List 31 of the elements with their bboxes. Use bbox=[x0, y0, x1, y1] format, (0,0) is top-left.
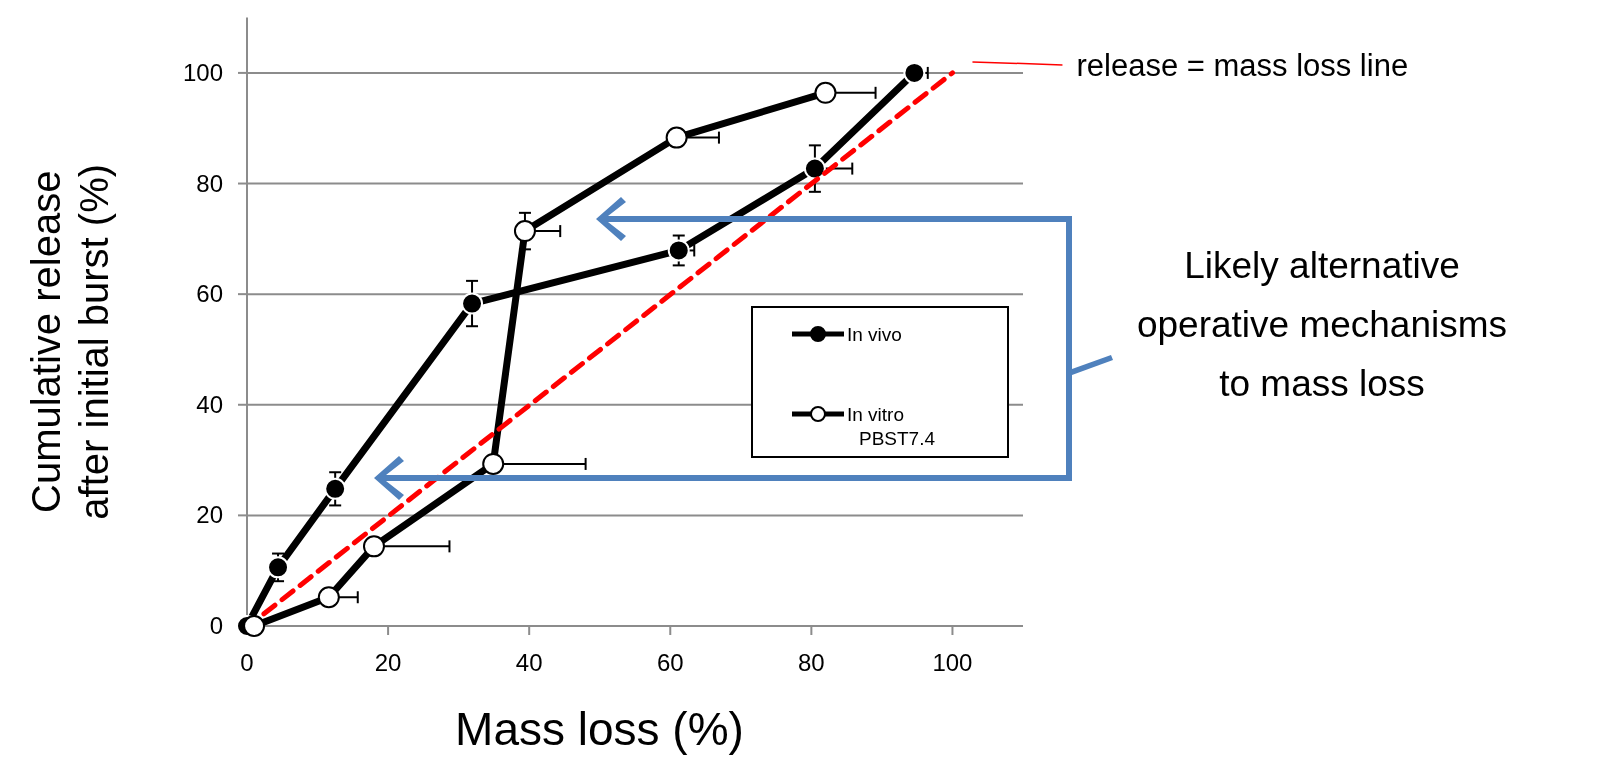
y-tick-label: 80 bbox=[196, 169, 223, 197]
y-tick-label: 40 bbox=[196, 390, 223, 418]
legend-label: In vitro PBST7.4 bbox=[847, 404, 936, 449]
text: Likely alternative operative mechanisms to mass loss bbox=[1136, 245, 1508, 404]
y-tick-label: 0 bbox=[209, 612, 223, 639]
point bbox=[243, 615, 266, 637]
x-tick-label: 80 bbox=[798, 649, 825, 676]
point bbox=[814, 81, 837, 104]
x-tick-label: 100 bbox=[932, 649, 973, 676]
point bbox=[667, 239, 690, 262]
x-tick-label: 40 bbox=[515, 649, 543, 676]
legend-label: release = mass loss line bbox=[1076, 47, 1409, 83]
point bbox=[324, 477, 347, 500]
point bbox=[461, 292, 484, 315]
x-axis-title: Mass loss (%) bbox=[455, 703, 744, 755]
legend-label: In vivo bbox=[847, 324, 902, 345]
point bbox=[267, 556, 290, 579]
point bbox=[482, 452, 505, 475]
y-axis-title: Cumulative release after initial burst (%) bbox=[24, 163, 116, 520]
y-tick-label: 60 bbox=[196, 280, 223, 308]
point bbox=[317, 586, 340, 609]
point bbox=[513, 220, 536, 243]
x-tick-label: 60 bbox=[656, 649, 684, 676]
point bbox=[903, 61, 926, 84]
point bbox=[665, 126, 688, 149]
point bbox=[803, 157, 826, 180]
point bbox=[362, 535, 385, 558]
x-tick-label: 20 bbox=[374, 649, 402, 676]
x-tick-label: 0 bbox=[240, 649, 254, 676]
y-tick-label: 100 bbox=[182, 58, 223, 86]
y-tick-label: 20 bbox=[196, 501, 223, 529]
